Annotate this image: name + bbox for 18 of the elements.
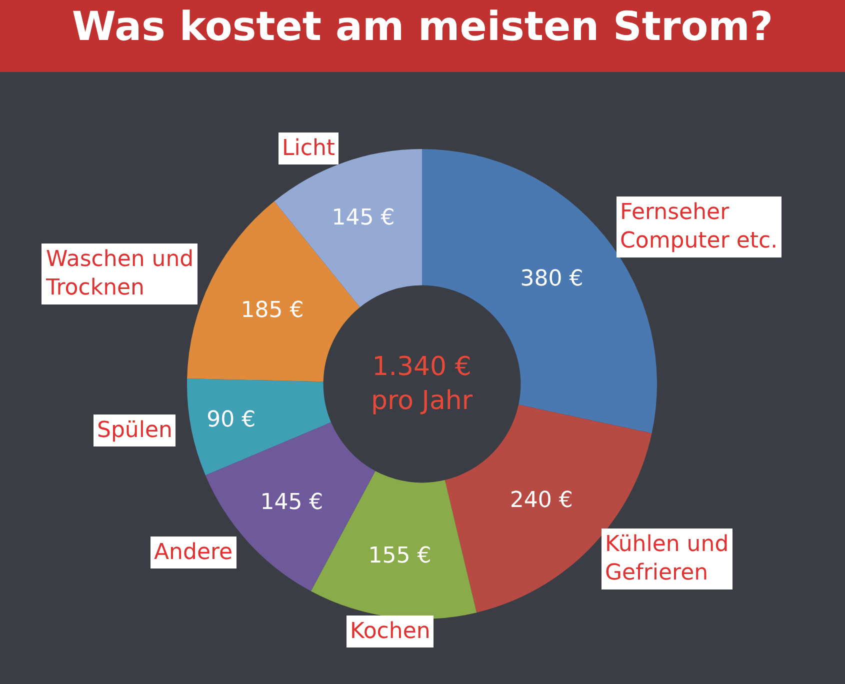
- data-label: 240 €: [510, 488, 573, 514]
- slice-label: Fernseher Computer etc.: [620, 200, 778, 254]
- data-label: 145 €: [332, 205, 395, 230]
- text: 1.340 € pro Jahr: [371, 352, 473, 416]
- slice-label: Waschen und Trocknen: [45, 247, 194, 301]
- chart-title: Was kostet am meisten Strom?: [72, 4, 774, 50]
- data-label: 155 €: [368, 543, 432, 568]
- data-label: 145 €: [260, 490, 324, 516]
- slice-label: Kochen: [350, 619, 430, 644]
- donut-slice: [187, 378, 332, 476]
- data-label: 185 €: [240, 298, 304, 323]
- slice-label: Licht: [282, 136, 336, 161]
- slice-label: Spülen: [97, 418, 172, 443]
- slice-label: Kühlen und Gefrieren: [605, 532, 729, 586]
- data-label: 90 €: [206, 408, 256, 433]
- slice-label: Andere: [154, 540, 233, 565]
- donut-slice: [310, 470, 477, 619]
- data-label: 380 €: [520, 266, 584, 292]
